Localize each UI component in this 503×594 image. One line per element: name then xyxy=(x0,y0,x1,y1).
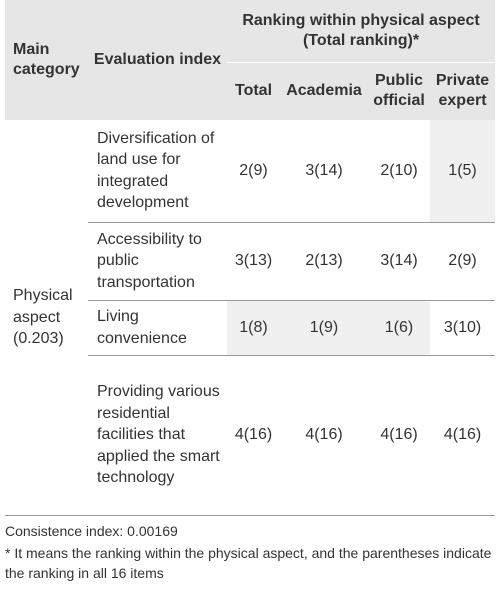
rank-cell: 1(6) xyxy=(368,300,430,355)
rank-cell: 2(10) xyxy=(380,162,418,179)
rank-cell: 2(13) xyxy=(305,252,343,270)
header-ranking: Ranking within physical aspect (Total ra… xyxy=(227,0,496,63)
table-row: Providing various residential facilities… xyxy=(5,355,496,515)
header-column: Academia xyxy=(280,62,368,120)
table-row: Accessibility to public transportation 3(… xyxy=(5,222,496,300)
rank-cell: 4(16) xyxy=(443,426,482,444)
header-column: Total xyxy=(227,62,280,120)
rank-cell: 2(9) xyxy=(448,252,477,270)
header-main-category: Main category xyxy=(5,0,88,120)
rank-cell: 2(9) xyxy=(239,162,268,179)
main-category: Physical aspect (0.203) xyxy=(13,287,73,347)
rank-cell: 4(16) xyxy=(305,426,343,444)
evaluation-index: Living convenience xyxy=(97,308,187,347)
rank-cell: 3(13) xyxy=(234,252,273,270)
evaluation-index: Diversification of land use for integrat… xyxy=(97,129,215,212)
evaluation-index: Providing various residential facilities… xyxy=(97,383,220,487)
header-column: Private expert xyxy=(430,62,496,120)
header-column: Public official xyxy=(368,62,430,120)
rank-cell: 1(8) xyxy=(227,300,280,355)
rank-cell: 3(14) xyxy=(380,252,418,270)
table-row: Physical aspect (0.203) Diversification o… xyxy=(5,120,496,347)
rank-cell: 4(16) xyxy=(234,426,273,444)
footnote: Consistence index: 0.00169 xyxy=(5,523,178,539)
header-evaluation-index: Evaluation index xyxy=(88,0,227,120)
rank-cell: 3(14) xyxy=(305,162,343,179)
rank-cell: 3(10) xyxy=(443,318,482,336)
evaluation-index: Accessibility to public transportation xyxy=(97,230,202,291)
ranking-table: Main category Evaluation index Ranking w… xyxy=(5,0,496,516)
footnote: * It means the ranking within the physic… xyxy=(5,545,492,581)
rank-cell: 1(5) xyxy=(430,120,496,222)
table-row: Living convenience 1(8) 1(9) 1(6) 3(10) xyxy=(5,300,496,355)
rank-cell: 1(9) xyxy=(280,300,368,355)
rank-cell: 4(16) xyxy=(380,426,418,444)
